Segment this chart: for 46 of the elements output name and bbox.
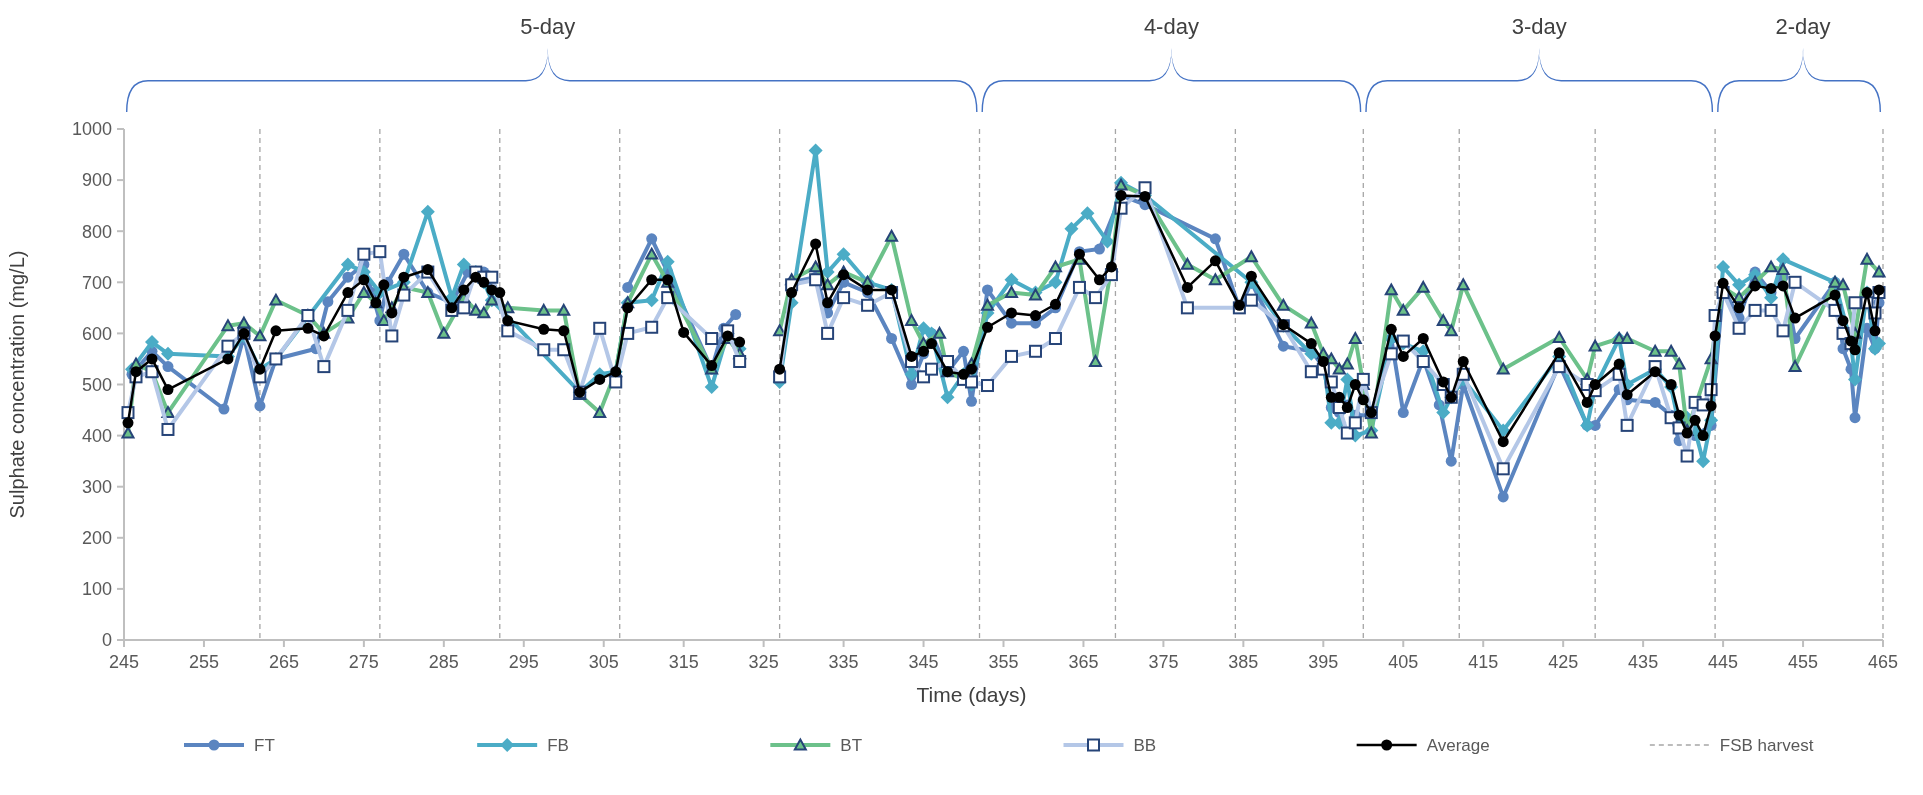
x-tick-label: 325 bbox=[748, 652, 779, 672]
x-tick-label: 455 bbox=[1788, 652, 1819, 672]
y-tick-label: 100 bbox=[81, 579, 112, 600]
text: 3-day bbox=[1511, 14, 1567, 39]
x-tick-label: 375 bbox=[1148, 652, 1179, 672]
x-tick-label: 295 bbox=[508, 652, 539, 672]
x-axis-title: Time (days) bbox=[916, 683, 1027, 706]
y-tick-label: 0 bbox=[101, 630, 112, 651]
y-axis-title: Sulphate concentration (mg/L) bbox=[6, 250, 28, 519]
x-tick-label: 445 bbox=[1708, 652, 1739, 672]
text: 4-day bbox=[1143, 14, 1199, 39]
x-tick-label: 405 bbox=[1388, 652, 1419, 672]
x-tick-label: 385 bbox=[1228, 652, 1259, 672]
x-tick-label: 245 bbox=[108, 652, 140, 672]
x-tick-label: 425 bbox=[1548, 652, 1579, 672]
y-tick-label: 400 bbox=[81, 425, 112, 446]
y-tick-label: 600 bbox=[81, 323, 112, 344]
y-tick-label: 300 bbox=[81, 477, 112, 497]
x-tick-label: 415 bbox=[1468, 652, 1499, 672]
y-tick-label: 800 bbox=[81, 221, 112, 242]
legend-label: BT bbox=[840, 735, 863, 755]
y-tick-label: 700 bbox=[81, 272, 112, 293]
x-tick-label: 435 bbox=[1628, 652, 1659, 672]
legend-label: BB bbox=[1133, 735, 1157, 755]
x-tick-label: 285 bbox=[428, 652, 459, 672]
x-tick-label: 315 bbox=[668, 652, 699, 672]
x-tick-label: 305 bbox=[588, 652, 619, 672]
x-tick-label: 275 bbox=[348, 652, 379, 672]
legend-label: Average bbox=[1426, 735, 1490, 755]
text: 2-day bbox=[1775, 14, 1831, 39]
y-tick-label: 1000 bbox=[71, 119, 112, 140]
x-tick-label: 465 bbox=[1867, 652, 1899, 672]
legend-label: FSB harvest bbox=[1719, 735, 1814, 755]
x-tick-label: 255 bbox=[188, 652, 219, 672]
x-tick-label: 265 bbox=[268, 652, 299, 672]
x-tick-label: 345 bbox=[908, 652, 939, 672]
legend-label: FB bbox=[547, 735, 569, 755]
x-tick-label: 355 bbox=[988, 652, 1019, 672]
x-tick-label: 335 bbox=[828, 652, 859, 672]
y-tick-label: 200 bbox=[81, 528, 112, 549]
text: 5-day bbox=[520, 14, 576, 39]
x-tick-label: 395 bbox=[1308, 652, 1339, 672]
y-tick-label: 500 bbox=[81, 374, 112, 395]
x-tick-label: 365 bbox=[1068, 652, 1099, 672]
y-tick-label: 900 bbox=[81, 170, 112, 191]
legend-label: FT bbox=[254, 735, 275, 755]
